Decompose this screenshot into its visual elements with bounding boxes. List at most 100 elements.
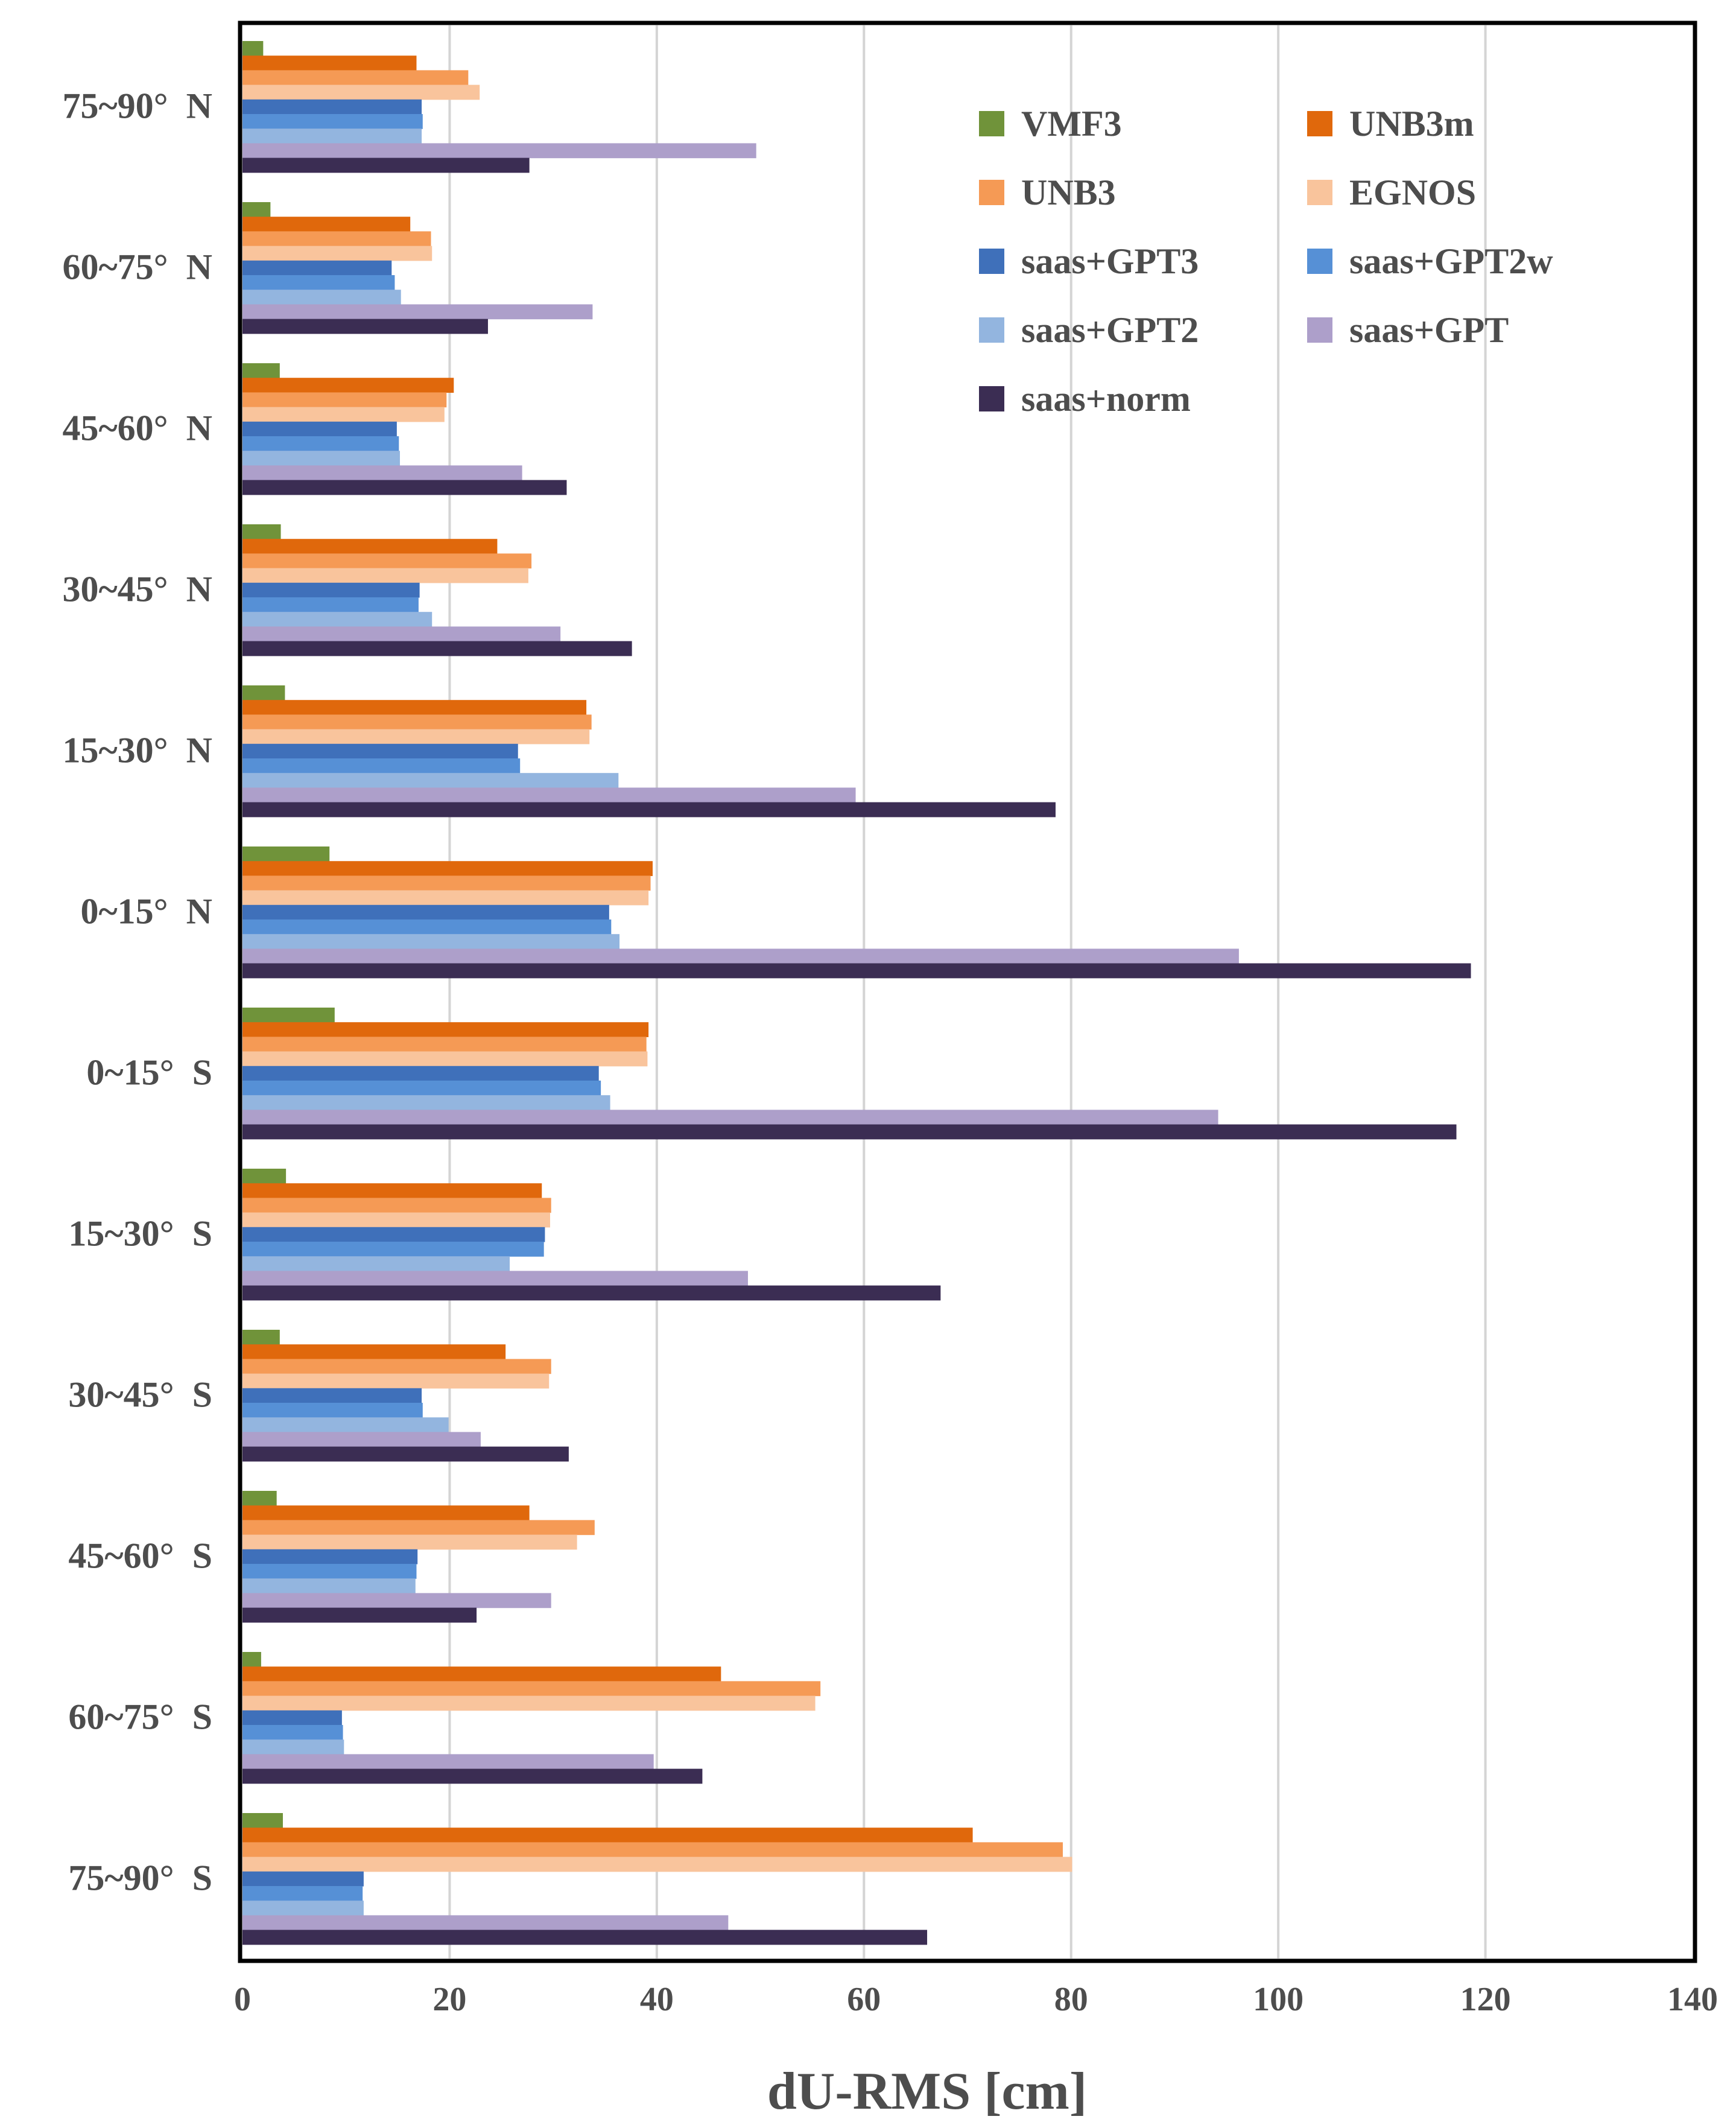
bar <box>242 1505 530 1520</box>
bar <box>242 143 756 159</box>
bar <box>242 157 530 173</box>
bar <box>242 1681 821 1697</box>
bar <box>242 1828 973 1843</box>
bar <box>242 407 445 422</box>
bar <box>242 290 401 305</box>
bar <box>242 1008 335 1023</box>
legend-label: VMF3 <box>1021 104 1122 144</box>
bar <box>242 919 612 935</box>
bar <box>242 1725 343 1740</box>
category-label: 75~90° N <box>62 86 212 126</box>
x-tick-label: 80 <box>1054 1981 1088 2018</box>
bar <box>242 1593 551 1609</box>
bar <box>242 568 528 583</box>
bar <box>242 275 395 290</box>
bar <box>242 1403 423 1418</box>
bar <box>242 436 399 451</box>
bar <box>242 1901 364 1916</box>
bar <box>242 1652 261 1667</box>
bar <box>242 1095 610 1110</box>
category-label: 15~30° S <box>68 1214 212 1254</box>
bar <box>242 1212 550 1228</box>
bar <box>242 641 632 656</box>
bar <box>242 1373 550 1389</box>
bar <box>242 1388 422 1403</box>
bar <box>242 1695 816 1711</box>
bar <box>242 70 469 86</box>
category-labels: 75~90° N 60~75° N 45~60° N 30~45° N 15~30° N… <box>62 86 212 1898</box>
bar <box>242 1271 748 1286</box>
bar <box>242 524 281 539</box>
legend-label: saas+GPT2w <box>1349 241 1553 281</box>
bar <box>242 846 330 862</box>
legend-label: UNB3m <box>1349 104 1474 144</box>
x-tick-label: 120 <box>1460 1981 1511 2018</box>
legend-label: saas+norm <box>1021 379 1191 419</box>
bar <box>242 304 593 320</box>
bar <box>242 56 417 71</box>
bar <box>242 1183 542 1198</box>
x-tick-label: 40 <box>640 1981 674 2018</box>
bars <box>242 41 1471 1945</box>
gridlines <box>448 25 1487 1958</box>
bar <box>242 480 567 495</box>
bar <box>242 963 1471 979</box>
bar <box>242 1227 545 1242</box>
bar <box>242 421 397 437</box>
legend-swatch <box>979 180 1004 205</box>
bar <box>242 1929 928 1945</box>
bar <box>242 451 401 466</box>
legend-label: EGNOS <box>1349 173 1476 212</box>
bar <box>242 1359 551 1374</box>
bar <box>242 1578 416 1593</box>
bar <box>242 1432 481 1447</box>
bar <box>242 1110 1218 1125</box>
bar <box>242 626 561 642</box>
x-tick-label: 100 <box>1253 1981 1304 2018</box>
bar <box>242 1198 551 1213</box>
legend-swatch <box>979 386 1004 411</box>
bar <box>242 787 856 803</box>
legend-swatch <box>1307 249 1332 274</box>
legend-label: UNB3 <box>1021 173 1116 212</box>
bar <box>242 392 447 408</box>
legend: VMF3 UNB3m UNB3 EGNOS saas+GPT3 saas+GPT2w saa… <box>979 104 1553 419</box>
category-label: 45~60° S <box>68 1536 212 1576</box>
bar <box>242 1330 280 1345</box>
bar <box>242 1871 364 1887</box>
category-label: 30~45° N <box>62 570 212 609</box>
bar <box>242 729 590 745</box>
bar <box>242 217 411 232</box>
bar <box>242 1739 344 1755</box>
bar <box>242 246 432 261</box>
bar <box>242 1607 477 1623</box>
bar <box>242 1066 599 1081</box>
bar <box>242 612 432 627</box>
bar <box>242 1081 601 1096</box>
category-label: 0~15° S <box>86 1053 212 1093</box>
bar <box>242 1344 506 1359</box>
bar <box>242 465 522 481</box>
legend-label: saas+GPT3 <box>1021 241 1199 281</box>
bar <box>242 363 280 378</box>
bar <box>242 743 518 759</box>
legend-label: saas+GPT2 <box>1021 310 1199 350</box>
bar <box>242 758 521 773</box>
legend-label: saas+GPT <box>1349 310 1509 350</box>
bar <box>242 861 653 876</box>
bar <box>242 1754 654 1770</box>
bar <box>242 948 1239 964</box>
category-label: 0~15° N <box>80 892 212 932</box>
bar <box>242 1124 1457 1140</box>
bar <box>242 700 587 715</box>
bar <box>242 231 431 247</box>
bar <box>242 114 423 129</box>
plot-frame <box>238 21 1697 1963</box>
bar <box>242 1242 544 1257</box>
bar <box>242 934 620 949</box>
legend-swatch <box>1307 111 1332 136</box>
bar <box>242 890 649 906</box>
bar <box>242 1022 649 1037</box>
legend-swatch <box>979 111 1004 136</box>
